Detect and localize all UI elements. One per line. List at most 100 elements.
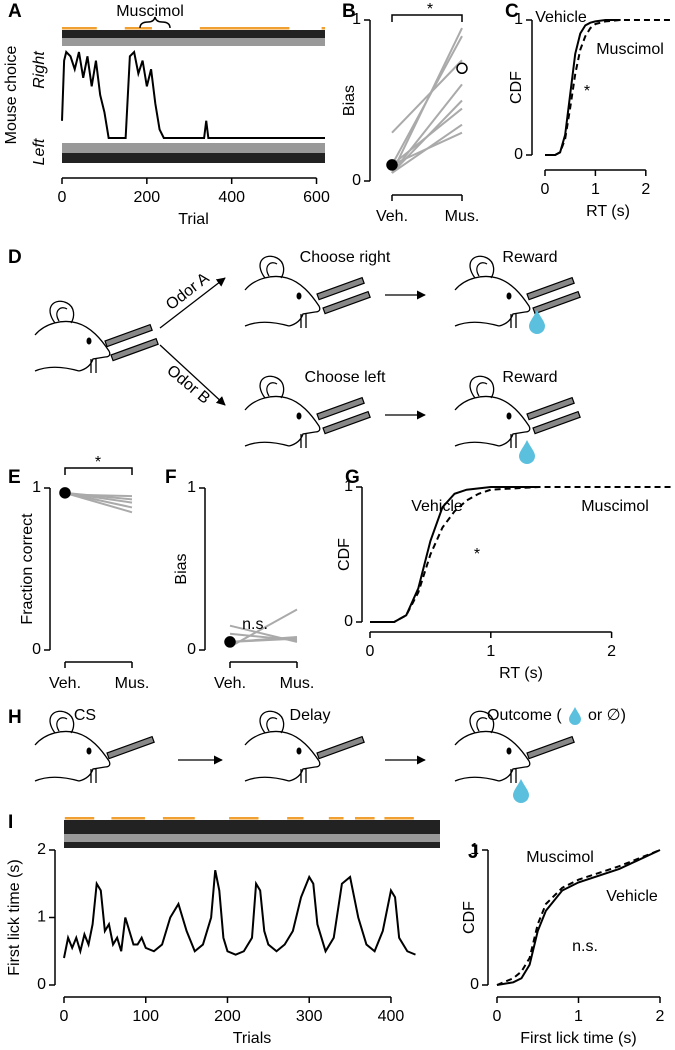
x-axis-label: RT (s) <box>586 203 630 220</box>
significance-bracket <box>64 467 133 475</box>
diagram-d: D Odor A Odor B Choose right Choose left… <box>8 247 581 464</box>
panel-label: G <box>345 467 360 488</box>
y-axis-label: First lick time (s) <box>6 859 23 975</box>
pair-line <box>391 59 463 134</box>
pair-line <box>391 35 463 166</box>
mouse <box>454 255 581 334</box>
x-tick-label: 300 <box>296 1008 323 1025</box>
panel-label: F <box>165 467 177 488</box>
y-tick-label: 0 <box>32 641 41 658</box>
panel-label: H <box>8 707 22 728</box>
y-tick-label: 1 <box>32 479 41 496</box>
step-label: Choose right <box>300 249 391 266</box>
y-axis-label: Mouse choice <box>3 46 20 145</box>
raster-band <box>64 834 440 842</box>
line-series <box>61 49 325 139</box>
raster-band <box>64 842 440 848</box>
x-axis-label: RT (s) <box>499 665 543 682</box>
diagram-h: H CS Delay Outcome ( or ∅) <box>8 707 626 803</box>
line-series <box>63 870 416 959</box>
pair-line <box>391 83 463 174</box>
y-tick-label: 0 <box>344 613 353 630</box>
step-label: or ∅) <box>588 707 626 724</box>
x-axis-label: Trial <box>178 211 209 228</box>
muscimol-span <box>64 817 95 820</box>
x-tick-label: Mus. <box>115 675 150 692</box>
line-series <box>545 19 671 156</box>
y-tick-label: 1 <box>514 11 523 28</box>
mouse <box>244 375 371 449</box>
x-tick-label: 1 <box>591 181 600 198</box>
y-tick-label: 0 <box>37 976 46 993</box>
muscimol-span <box>199 27 290 30</box>
muscimol-span <box>384 817 414 820</box>
pair-line <box>229 636 298 643</box>
muscimol-span <box>124 27 152 30</box>
x-tick-label: 200 <box>133 189 160 206</box>
y-axis-label: Fraction correct <box>19 513 36 625</box>
line-series <box>496 849 661 986</box>
line-series <box>370 486 672 623</box>
y-axis-label: CDF <box>508 71 525 104</box>
series-label: Vehicle <box>535 9 587 26</box>
mean-marker <box>386 159 398 171</box>
y-tick-label: 0 <box>352 172 361 189</box>
x-tick-label: Veh. <box>214 675 246 692</box>
arrow <box>159 277 226 329</box>
raster-band <box>62 30 325 38</box>
panel-label: C <box>505 1 519 22</box>
y-axis-label: Bias <box>173 553 190 584</box>
panel-label: I <box>8 812 13 833</box>
panel-label: A <box>8 1 22 22</box>
x-tick-label: Mus. <box>445 208 480 225</box>
x-tick-label: Veh. <box>376 208 408 225</box>
mouse <box>244 255 371 329</box>
annotation: * <box>427 1 433 18</box>
raster-band <box>62 38 325 46</box>
step-label: Outcome ( <box>487 707 562 724</box>
pair-line <box>64 493 133 498</box>
muscimol-span <box>111 817 145 820</box>
step-label: Reward <box>502 249 557 266</box>
series-label: Muscimol <box>596 41 664 58</box>
annotation: Muscimol <box>116 3 184 20</box>
x-tick-label: 400 <box>218 189 245 206</box>
muscimol-span <box>328 817 344 820</box>
mouse <box>34 300 159 374</box>
pair-line <box>229 632 298 642</box>
x-tick-label: 1 <box>486 643 495 660</box>
x-tick-label: 0 <box>493 1008 502 1025</box>
panel-label: J <box>468 842 479 863</box>
step-label: CS <box>74 707 96 724</box>
x-tick-label: 0 <box>60 1008 69 1025</box>
odor-label: Odor B <box>163 362 213 408</box>
x-tick-label: 400 <box>378 1008 405 1025</box>
annotation: n.s. <box>572 938 598 955</box>
annotation: n.s. <box>242 616 268 633</box>
muscimol-span <box>162 817 195 820</box>
arrow <box>159 344 226 406</box>
y-tick-label: 1 <box>470 841 479 858</box>
series-label: Vehicle <box>606 888 658 905</box>
annotation: * <box>584 83 590 100</box>
raster-band <box>64 820 440 834</box>
step-label: Choose left <box>305 369 386 386</box>
brace <box>139 16 171 29</box>
mean-marker <box>224 636 236 648</box>
drop-icon <box>569 707 581 725</box>
x-tick-label: 600 <box>303 189 330 206</box>
annotation: * <box>95 454 101 471</box>
y-tick-label: 0 <box>187 641 196 658</box>
x-tick-label: 1 <box>574 1008 583 1025</box>
series-label: Muscimol <box>526 849 594 866</box>
muscimol-span <box>321 27 325 30</box>
y-axis-label: CDF <box>461 901 478 934</box>
raster-band <box>62 153 325 163</box>
x-tick-label: 0 <box>58 189 67 206</box>
y-tick-label: 0 <box>470 976 479 993</box>
y-tick-label: 1 <box>352 11 361 28</box>
x-tick-label: 100 <box>132 1008 159 1025</box>
muscimol-span <box>354 817 375 820</box>
raster-band <box>62 143 325 153</box>
